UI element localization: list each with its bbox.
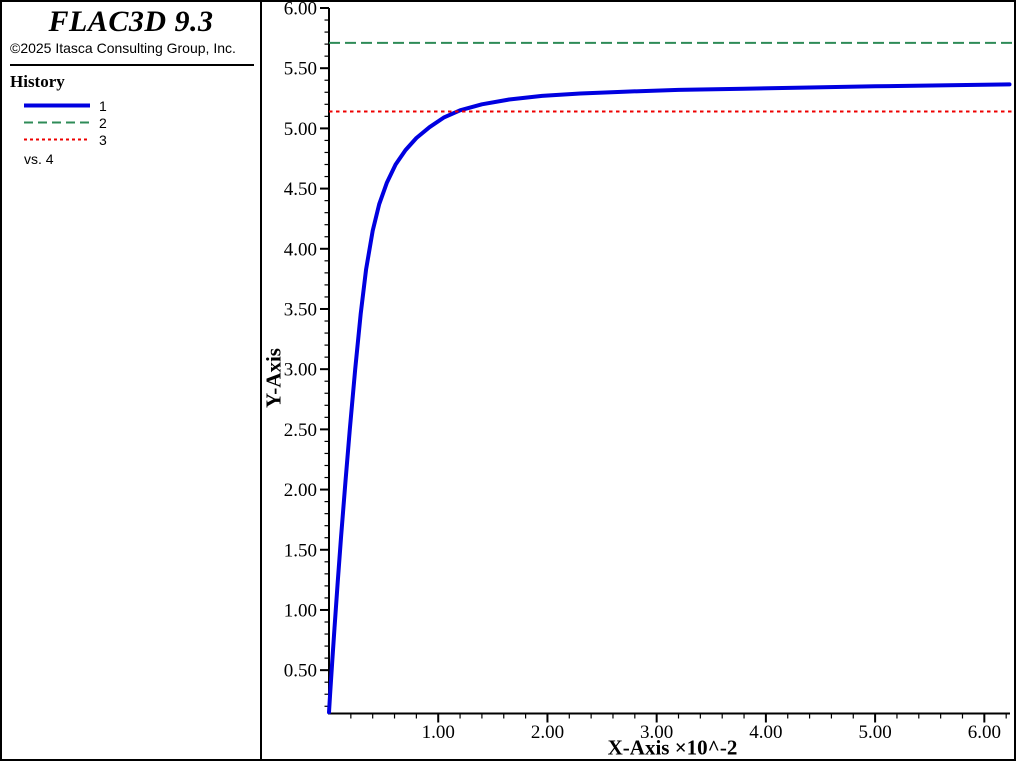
x-axis-title: X-Axis ×10^-2	[608, 736, 738, 760]
legend-item-label: 1	[99, 97, 107, 114]
y-tick-label: 6.00	[284, 2, 317, 20]
legend-line-swatch	[24, 138, 90, 141]
app-title: FLAC3D 9.3	[48, 5, 214, 38]
legend-item-1: 1	[2, 97, 260, 114]
y-tick-label: 1.00	[284, 600, 317, 621]
legend-line-swatch	[24, 121, 90, 124]
y-tick-label: 4.50	[284, 179, 317, 200]
axis-titles: X-Axis ×10^-2 Y-Axis	[261, 348, 737, 759]
series-1-line	[327, 82, 1012, 715]
copyright-text: ©2025 Itasca Consulting Group, Inc.	[10, 40, 236, 56]
x-tick-label: 5.00	[858, 722, 891, 743]
y-tick-label: 3.50	[284, 299, 317, 320]
legend-item-3: 3	[2, 131, 260, 148]
y-tick-label: 5.00	[284, 119, 317, 140]
x-tick-label: 3.00	[640, 722, 673, 743]
sidebar-divider	[10, 64, 254, 66]
sidebar: FLAC3D 9.3 ©2025 Itasca Consulting Group…	[2, 2, 262, 759]
x-axis-ticks: 1.00 2.00 3.00 4.00 5.00 6.00	[350, 713, 1007, 743]
y-tick-label: 0.50	[284, 661, 317, 682]
legend-item-label: 3	[99, 131, 107, 148]
history-chart: 0.50 1.00 1.50 2.00 2.50 3.00 3.50 4.00 4.50 5.00…	[261, 2, 1012, 759]
x-tick-label: 1.00	[422, 722, 455, 743]
legend-vs-label: vs. 4	[24, 151, 54, 167]
y-tick-label: 1.50	[284, 540, 317, 561]
y-tick-label: 2.00	[284, 480, 317, 501]
legend-title: History	[10, 72, 65, 91]
y-tick-label: 2.50	[284, 420, 317, 441]
y-tick-label: 4.00	[284, 239, 317, 260]
legend-item-2: 2	[2, 114, 260, 131]
legend-item-label: 2	[99, 114, 107, 131]
y-axis-title: Y-Axis	[261, 348, 285, 408]
x-tick-label: 2.00	[531, 722, 564, 743]
x-tick-label: 4.00	[749, 722, 782, 743]
y-tick-label: 5.50	[284, 59, 317, 80]
x-tick-label: 6.00	[968, 722, 1001, 743]
y-axis-ticks: 0.50 1.00 1.50 2.00 2.50 3.00 3.50 4.00 4.50 5.00…	[284, 2, 329, 707]
axes	[328, 8, 1010, 715]
y-tick-label: 3.00	[284, 360, 317, 381]
legend-line-swatch	[24, 103, 90, 108]
